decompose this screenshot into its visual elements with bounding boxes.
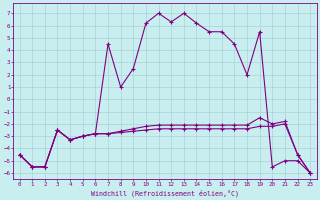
X-axis label: Windchill (Refroidissement éolien,°C): Windchill (Refroidissement éolien,°C) (91, 189, 239, 197)
